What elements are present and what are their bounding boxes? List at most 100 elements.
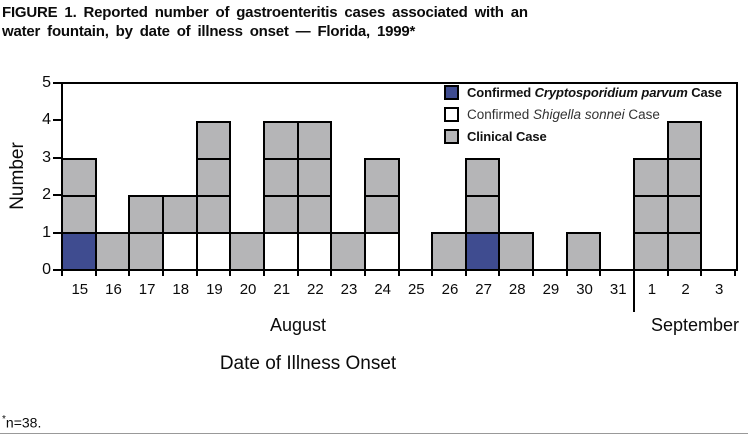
case-cell [297,158,332,197]
x-axis-tick [734,269,736,276]
legend-label-cryptosporidium: Confirmed Cryptosporidium parvum Case [467,85,722,100]
x-axis-day-label: 25 [407,281,425,298]
legend-label-suffix: Case [687,85,722,100]
x-axis-day-label: 29 [542,281,560,298]
legend-label-suffix: Case [624,107,660,122]
case-cell [297,195,332,234]
case-cell [263,121,299,160]
y-axis-tick-label: 0 [42,261,51,278]
x-axis-tick [162,269,164,276]
case-cell [61,195,97,234]
case-cell [196,121,231,160]
month-divider-line [633,269,635,312]
x-axis-tick [398,269,400,276]
case-cell [263,195,299,234]
legend-label-prefix: Confirmed [467,85,535,100]
legend-label-species: Shigella sonnei [533,107,625,122]
x-axis-tick [599,269,601,276]
case-cell [364,158,400,197]
legend-label-text: Clinical Case [467,129,547,144]
case-cell [297,232,332,271]
case-cell [61,232,97,271]
y-axis-tick [53,269,61,271]
case-cell [465,232,500,271]
x-axis-tick [431,269,433,276]
footnote-asterisk: * [2,414,6,425]
x-axis-tick [61,269,63,276]
x-axis-tick [263,269,265,276]
x-axis-day-label: 20 [239,281,257,298]
case-cell [95,232,130,271]
x-axis-tick [95,269,97,276]
case-cell [297,121,332,160]
x-axis-day-label: 31 [609,281,627,298]
legend-label-prefix: Confirmed [467,107,534,122]
y-axis-tick-label: 4 [42,111,51,128]
case-cell [633,232,669,271]
x-axis-day-label: 3 [715,281,724,298]
y-axis-tick-label: 2 [42,186,51,203]
bottom-rule [0,433,748,434]
case-cell [263,232,299,271]
legend-label-clinical: Clinical Case [467,129,547,144]
y-axis-tick [53,194,61,196]
footnote: *n=38. [2,414,41,431]
x-axis-day-label: 17 [138,281,156,298]
x-axis-tick [700,269,702,276]
case-cell [633,158,669,197]
x-axis-tick [297,269,299,276]
case-cell [263,158,299,197]
x-axis-title: Date of Illness Onset [219,353,397,374]
case-cell [196,232,231,271]
month-label-september: September [650,315,740,335]
x-axis-day-label: 27 [475,281,492,298]
y-axis-tick-label: 5 [42,74,51,91]
legend-item-shigella: Confirmed Shigella sonnei Case [444,106,722,123]
legend-swatch-shigella [444,107,459,122]
y-axis-tick [53,82,61,84]
x-axis-day-label: 15 [71,281,89,298]
y-axis-tick [53,119,61,121]
x-axis-day-label: 28 [508,281,526,298]
case-cell [431,232,467,271]
x-axis-tick [566,269,568,276]
y-axis-title: Number [7,142,28,210]
footnote-text: n=38. [5,414,42,431]
case-cell [667,158,702,197]
x-axis-tick [196,269,198,276]
x-axis-day-label: 22 [307,281,324,298]
x-axis-tick [330,269,332,276]
y-axis-tick [53,232,61,234]
case-cell [566,232,601,271]
case-cell [330,232,366,271]
case-cell [667,195,702,234]
x-axis-day-label: 1 [647,281,657,298]
x-axis-day-label: 18 [172,281,190,298]
case-cell [364,232,400,271]
case-cell [61,158,97,197]
figure-title-line1: FIGURE 1. Reported number of gastroenter… [2,4,528,21]
x-axis-tick [364,269,366,276]
case-cell [364,195,400,234]
x-axis-tick [465,269,467,276]
legend-label-shigella: Confirmed Shigella sonnei Case [467,107,660,122]
case-cell [162,195,198,234]
figure-title: FIGURE 1. Reported number of gastroenter… [2,3,602,41]
x-axis-tick [229,269,231,276]
x-axis-day-label: 2 [681,281,690,298]
x-axis-day-label: 19 [206,281,223,298]
x-axis-day-label: 23 [340,281,358,298]
legend-item-clinical: Clinical Case [444,128,722,145]
x-axis-tick [532,269,534,276]
case-cell [465,195,500,234]
legend: Confirmed Cryptosporidium parvum Case Co… [444,84,722,145]
y-axis-tick-label: 1 [42,224,51,241]
x-axis-day-label: 30 [576,281,593,298]
legend-label-species: Cryptosporidium parvum [534,85,688,100]
x-axis-day-label: 21 [273,281,291,298]
legend-swatch-cryptosporidium [444,85,459,100]
case-cell [196,158,231,197]
x-axis-day-label: 24 [374,281,392,298]
case-cell [128,195,164,234]
legend-swatch-clinical [444,129,459,144]
